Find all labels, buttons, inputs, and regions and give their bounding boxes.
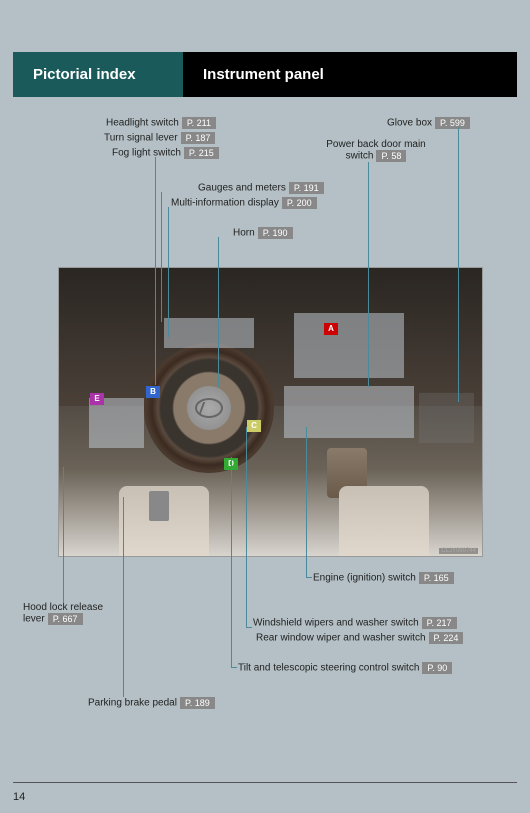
steering-wheel xyxy=(144,343,274,473)
center-console xyxy=(284,386,414,438)
lead-line xyxy=(368,162,369,387)
lead-line xyxy=(458,127,459,402)
label-gauges: Gauges and metersP. 191 xyxy=(198,182,324,194)
label-rearwiper: Rear window wiper and washer switchP. 22… xyxy=(256,632,463,644)
header-title: Instrument panel xyxy=(183,52,517,97)
label-mid: Multi-information displayP. 200 xyxy=(171,197,317,209)
label-turnsignal: Turn signal leverP. 187 xyxy=(104,132,215,144)
lead-line xyxy=(246,627,252,628)
lead-line xyxy=(155,157,156,385)
passenger-seat xyxy=(339,486,429,556)
label-engine: Engine (ignition) switchP. 165 xyxy=(313,572,454,584)
header-index: Pictorial index xyxy=(13,52,183,97)
nav-screen xyxy=(294,313,404,378)
lead-line xyxy=(246,427,247,627)
header: Pictorial index Instrument panel xyxy=(13,52,517,97)
lead-line xyxy=(306,427,307,577)
lead-line xyxy=(231,457,232,667)
pedal xyxy=(149,491,169,521)
marker-a: A xyxy=(324,323,338,335)
page-frame: Pictorial index Instrument panel Headlig… xyxy=(13,0,517,780)
label-horn: HornP. 190 xyxy=(233,227,293,239)
dash-upper xyxy=(59,268,482,406)
marker-c: C xyxy=(247,420,261,432)
left-switch-panel xyxy=(89,398,144,448)
page-divider xyxy=(13,782,517,783)
lead-line xyxy=(161,192,162,322)
label-wipers: Windshield wipers and washer switchP. 21… xyxy=(253,617,457,629)
dashboard-image: A B C D E CLJY060744 xyxy=(58,267,483,557)
page-number: 14 xyxy=(13,791,25,803)
lead-line xyxy=(63,467,64,602)
lead-line xyxy=(218,237,219,387)
lexus-logo-icon xyxy=(195,398,223,418)
marker-e: E xyxy=(90,393,104,405)
gauge-cluster xyxy=(164,318,254,348)
label-foglight: Fog light switchP. 215 xyxy=(112,147,219,159)
lead-line xyxy=(168,207,169,337)
label-parking: Parking brake pedalP. 189 xyxy=(88,697,215,709)
marker-b: B xyxy=(146,386,160,398)
glove-box-area xyxy=(419,393,474,443)
label-headlight: Headlight switchP. 211 xyxy=(106,117,216,129)
lead-line xyxy=(123,497,124,697)
label-powerback: Power back door main switchP. 58 xyxy=(316,139,436,162)
lead-line xyxy=(231,667,237,668)
content-area: Headlight switchP. 211 Turn signal lever… xyxy=(13,97,517,777)
steering-center xyxy=(187,386,232,431)
label-tilt: Tilt and telescopic steering control swi… xyxy=(238,662,452,674)
label-hoodlock: Hood lock release leverP. 667 xyxy=(23,602,103,625)
lead-line xyxy=(306,577,312,578)
image-code: CLJY060744 xyxy=(439,548,478,554)
